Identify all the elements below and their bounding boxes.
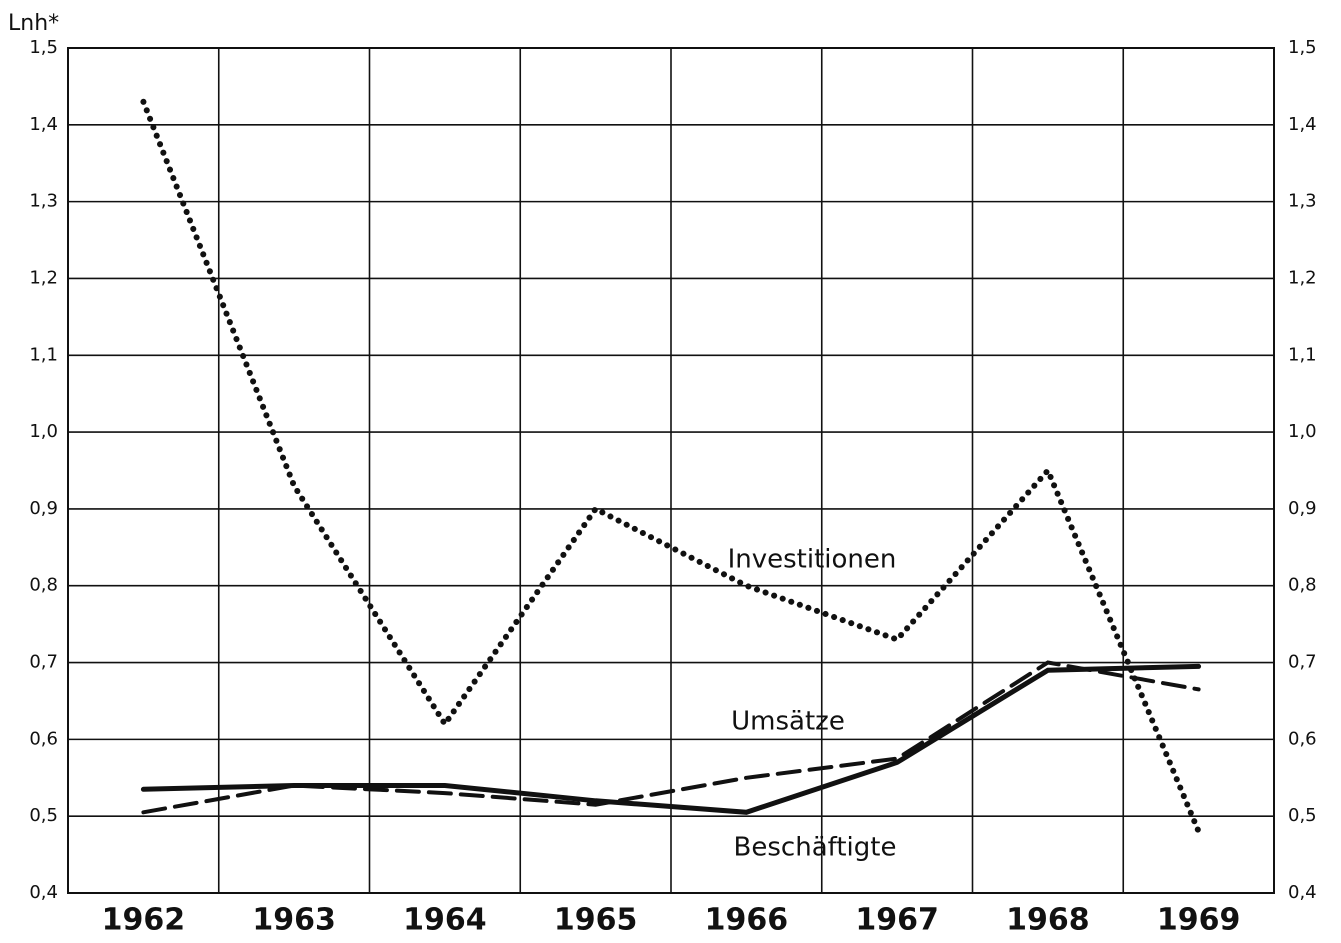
y-tick-label: 0,4 bbox=[29, 882, 58, 903]
y2-tick-label: 0,5 bbox=[1288, 805, 1317, 826]
y-tick-label: 1,0 bbox=[29, 421, 58, 442]
y-axis-label: Lnh* bbox=[8, 11, 59, 36]
x-tick-label: 1964 bbox=[403, 903, 487, 938]
y2-tick-label: 1,2 bbox=[1288, 267, 1317, 288]
x-tick-label: 1969 bbox=[1157, 903, 1241, 938]
x-tick-label: 1962 bbox=[102, 903, 186, 938]
y2-tick-label: 0,6 bbox=[1288, 728, 1317, 749]
x-tick-label: 1966 bbox=[705, 903, 789, 938]
x-tick-label: 1965 bbox=[554, 903, 638, 938]
y2-tick-label: 0,8 bbox=[1288, 575, 1317, 596]
y-tick-label: 0,6 bbox=[29, 728, 58, 749]
y-tick-label: 0,9 bbox=[29, 498, 58, 519]
y-tick-label: 0,8 bbox=[29, 575, 58, 596]
series-annotation: Beschäftigte bbox=[734, 833, 897, 863]
series-line bbox=[140, 98, 1202, 835]
y-tick-label: 0,5 bbox=[29, 805, 58, 826]
y2-tick-label: 1,1 bbox=[1288, 344, 1317, 365]
y2-tick-label: 1,3 bbox=[1288, 191, 1317, 212]
series-annotation: Investitionen bbox=[728, 545, 897, 575]
y-tick-label: 0,7 bbox=[29, 652, 58, 673]
y-tick-label: 1,4 bbox=[29, 114, 58, 135]
y-tick-label: 1,5 bbox=[29, 37, 58, 58]
series-line bbox=[140, 663, 1202, 815]
y2-tick-label: 0,7 bbox=[1288, 652, 1317, 673]
y2-tick-label: 0,4 bbox=[1288, 882, 1317, 903]
y2-tick-label: 1,0 bbox=[1288, 421, 1317, 442]
x-tick-label: 1968 bbox=[1006, 903, 1090, 938]
y-tick-label: 1,2 bbox=[29, 267, 58, 288]
y-tick-label: 1,3 bbox=[29, 191, 58, 212]
y2-tick-label: 0,9 bbox=[1288, 498, 1317, 519]
x-tick-label: 1967 bbox=[855, 903, 939, 938]
series-annotation: Umsätze bbox=[731, 707, 845, 737]
y-tick-label: 1,1 bbox=[29, 344, 58, 365]
y2-tick-label: 1,5 bbox=[1288, 37, 1317, 58]
x-tick-label: 1963 bbox=[252, 903, 336, 938]
y2-tick-label: 1,4 bbox=[1288, 114, 1317, 135]
